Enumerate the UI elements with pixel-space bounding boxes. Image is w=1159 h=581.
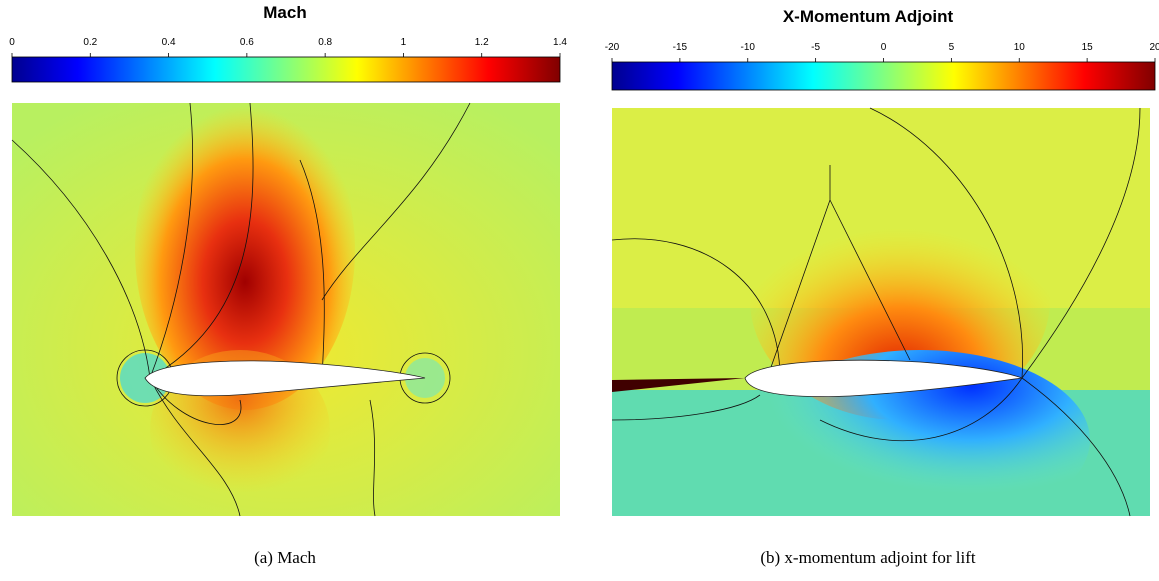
- panel-title: Mach: [263, 3, 306, 22]
- colorbar-tick-label: 0: [881, 42, 887, 53]
- colorbar-tick-label: 0.4: [162, 37, 176, 48]
- colorbar: [611, 61, 1156, 91]
- panels: Mach 0 0.2 0.4 0.6 0.8 1 1.2 1.4 (a) Mach X-Moment…: [9, 3, 1159, 567]
- colorbar-tick-label: -5: [811, 42, 820, 53]
- colorbar-tick-label: 20: [1149, 42, 1159, 53]
- colorbar-tick-label: -20: [605, 42, 620, 53]
- colorbar-tick-label: 5: [949, 42, 955, 53]
- colorbar-tick-label: -15: [673, 42, 688, 53]
- colorbar-tick-label: 10: [1014, 42, 1026, 53]
- colorbar-tick-label: 1.2: [475, 37, 489, 48]
- colorbar-tick-label: 0.6: [240, 37, 254, 48]
- colorbar-tick-label: 0.2: [83, 37, 97, 48]
- colorbar-tick-label: -10: [741, 42, 756, 53]
- colorbar-tick-label: 0: [9, 37, 15, 48]
- colorbar: [11, 56, 561, 83]
- caption: (a) Mach: [254, 548, 316, 567]
- colorbar-tick-label: 15: [1082, 42, 1094, 53]
- caption: (b) x-momentum adjoint for lift: [760, 548, 976, 567]
- mach-field: [11, 90, 560, 517]
- colorbar-tick-label: 1: [401, 37, 407, 48]
- panel-title: X-Momentum Adjoint: [783, 7, 954, 26]
- colorbar-tick-label: 0.8: [318, 37, 332, 48]
- colorbar-tick-label: 1.4: [553, 37, 567, 48]
- adjoint-field: [611, 107, 1150, 530]
